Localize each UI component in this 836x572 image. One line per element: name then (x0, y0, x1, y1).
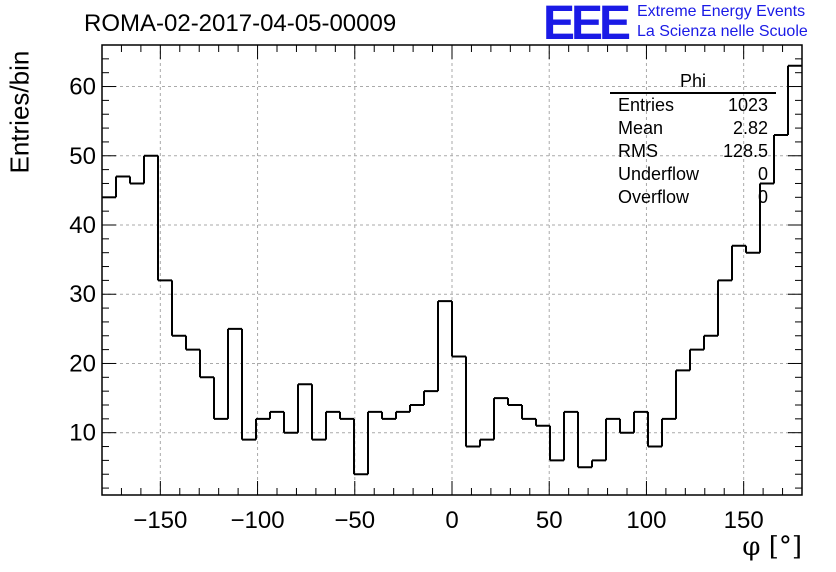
histogram-bin (395, 410, 410, 419)
histogram-bin (339, 411, 354, 420)
x-tick-label: 50 (536, 507, 563, 534)
stats-value: 2.82 (732, 118, 768, 138)
histogram-bin (325, 410, 340, 440)
stats-value: 0 (757, 187, 768, 207)
stats-row-mean: Mean 2.82 (610, 117, 776, 140)
histogram-bin (465, 356, 480, 448)
stats-label: Underflow (618, 164, 700, 184)
stats-value: 1023 (727, 95, 768, 115)
histogram-bin (423, 390, 438, 405)
histogram-bin (591, 459, 606, 468)
histogram-bin (689, 348, 704, 371)
histogram-bin (493, 397, 508, 440)
chart-title: ROMA-02-2017-04-05-00009 (84, 10, 397, 37)
histogram-bin (731, 244, 746, 281)
histogram-bin (255, 417, 270, 440)
x-tick-label: −50 (334, 507, 375, 534)
histogram-bin (409, 404, 424, 412)
histogram-bin (381, 411, 396, 420)
y-axis-label: Entries/bin (4, 50, 35, 174)
histogram-bin (605, 417, 620, 461)
y-tick-label: 60 (69, 74, 96, 101)
histogram-bin (633, 410, 648, 433)
histogram-bin (199, 349, 214, 379)
brand-text: Extreme Energy Events La Scienza nelle S… (637, 2, 808, 42)
histogram-bin (283, 411, 298, 434)
histogram-bin (745, 245, 760, 254)
histogram-bin (675, 369, 690, 419)
histogram-bin (227, 327, 242, 419)
stats-row-overflow: Overflow 0 (610, 186, 776, 209)
y-tick-label: 30 (69, 281, 96, 308)
histogram-bin (759, 182, 774, 253)
histogram-bin (647, 411, 662, 448)
stats-value: 128.5 (722, 141, 768, 161)
stats-row-entries: Entries 1023 (610, 94, 776, 117)
histogram-bin (479, 438, 494, 447)
stats-row-underflow: Underflow 0 (610, 163, 776, 186)
histogram-bin (353, 418, 368, 476)
x-tick-label: 100 (626, 507, 666, 534)
y-tick-label: 20 (69, 350, 96, 377)
x-tick-label: −100 (231, 507, 285, 534)
histogram-bin (115, 175, 130, 198)
histogram-bin (367, 410, 382, 475)
histogram-bin (703, 334, 718, 350)
histogram-bin (521, 405, 536, 420)
histogram-bin (185, 335, 200, 351)
histogram-bin (451, 301, 466, 358)
histogram-bin (563, 410, 578, 461)
histogram-bin (157, 155, 172, 282)
histogram-bin (717, 279, 732, 336)
stats-box: Phi Entries 1023 Mean 2.82 RMS 128.5 Und… (610, 70, 776, 209)
histogram-bin (297, 383, 312, 433)
brand-line-1: Extreme Energy Events (637, 3, 806, 20)
x-tick-label: 0 (445, 507, 458, 534)
histogram-bin (129, 176, 144, 185)
histogram-bin (269, 410, 284, 419)
histogram-bin (787, 64, 802, 135)
histogram-bin (577, 411, 592, 469)
histogram-bin (143, 154, 158, 184)
histogram-bin (437, 300, 452, 392)
histogram-bin (661, 417, 676, 447)
stats-label: RMS (618, 141, 658, 161)
brand-line-2: La Scienza nelle Scuole (637, 23, 808, 40)
stats-label: Overflow (618, 187, 690, 207)
stats-value: 0 (757, 164, 768, 184)
x-axis-label: φ [°] (742, 532, 802, 562)
histogram-bin (507, 398, 522, 406)
histogram-bin (619, 418, 634, 434)
stats-label: Mean (618, 118, 664, 138)
histogram-bin (535, 418, 550, 427)
plot-frame (101, 44, 803, 496)
stats-title: Phi (610, 70, 776, 94)
x-tick-label: 150 (724, 507, 764, 534)
eee-logo: EEE (543, 0, 631, 50)
y-tick-label: 10 (69, 420, 96, 447)
histogram-bin (311, 384, 326, 441)
histogram-bin (773, 134, 788, 184)
stats-label: Entries (618, 95, 675, 115)
histogram-bin (171, 280, 186, 337)
histogram-bin (213, 377, 228, 420)
y-tick-label: 40 (69, 212, 96, 239)
x-tick-label: −150 (133, 507, 187, 534)
histogram-bin (241, 328, 256, 441)
stats-row-rms: RMS 128.5 (610, 140, 776, 163)
y-tick-label: 50 (69, 143, 96, 170)
histogram-bin (549, 425, 564, 462)
